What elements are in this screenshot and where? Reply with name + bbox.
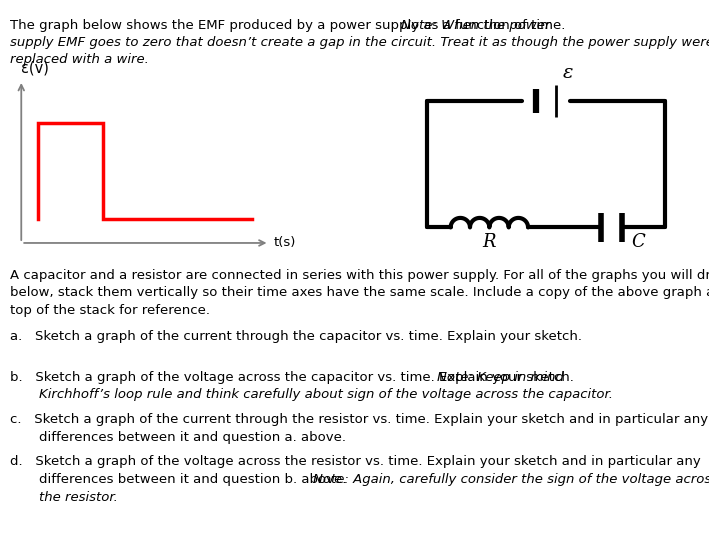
Text: top of the stack for reference.: top of the stack for reference. — [10, 304, 210, 317]
Text: C: C — [631, 233, 644, 250]
Text: The graph below shows the EMF produced by a power supply as a function of time.: The graph below shows the EMF produced b… — [10, 19, 569, 32]
Text: supply EMF goes to zero that doesn’t create a gap in the circuit. Treat it as th: supply EMF goes to zero that doesn’t cre… — [10, 36, 709, 49]
Text: a.   Sketch a graph of the current through the capacitor vs. time. Explain your : a. Sketch a graph of the current through… — [10, 330, 582, 343]
Text: the resistor.: the resistor. — [39, 491, 118, 504]
Text: below, stack them vertically so their time axes have the same scale. Include a c: below, stack them vertically so their ti… — [10, 286, 709, 299]
Text: R: R — [483, 233, 496, 250]
Text: b.   Sketch a graph of the voltage across the capacitor vs. time. Explain your s: b. Sketch a graph of the voltage across … — [10, 371, 578, 384]
Text: ε(v): ε(v) — [21, 60, 49, 75]
Text: Note: Keep in mind: Note: Keep in mind — [437, 371, 564, 384]
Text: Note: When the power: Note: When the power — [401, 19, 551, 32]
Text: differences between it and question a. above.: differences between it and question a. a… — [39, 431, 346, 444]
Text: ε: ε — [562, 64, 573, 82]
Text: Kirchhoff’s loop rule and think carefully about sign of the voltage across the c: Kirchhoff’s loop rule and think carefull… — [39, 388, 613, 402]
Text: t(s): t(s) — [274, 237, 296, 249]
Text: Note: Again, carefully consider the sign of the voltage across: Note: Again, carefully consider the sign… — [313, 473, 709, 486]
Text: A capacitor and a resistor are connected in series with this power supply. For a: A capacitor and a resistor are connected… — [10, 269, 709, 281]
Text: differences between it and question b. above.: differences between it and question b. a… — [39, 473, 351, 486]
Text: d.   Sketch a graph of the voltage across the resistor vs. time. Explain your sk: d. Sketch a graph of the voltage across … — [10, 456, 700, 468]
Text: replaced with a wire.: replaced with a wire. — [10, 53, 149, 66]
Text: c.   Sketch a graph of the current through the resistor vs. time. Explain your s: c. Sketch a graph of the current through… — [10, 413, 708, 426]
